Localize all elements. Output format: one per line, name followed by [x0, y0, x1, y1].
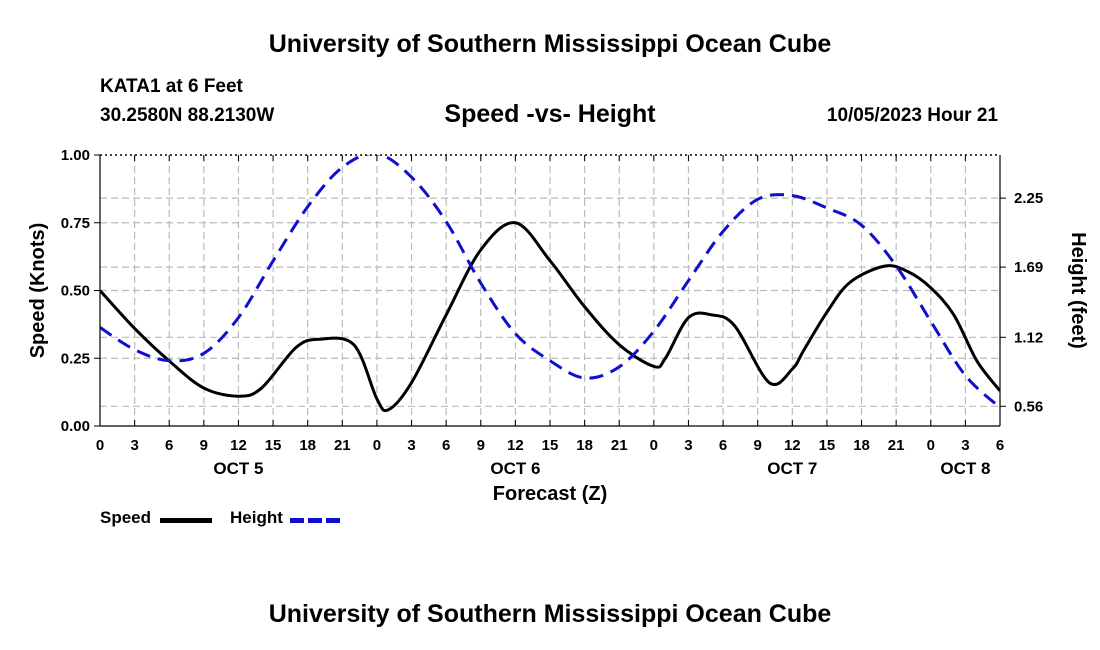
- station-coordinates: 30.2580N 88.2130W: [100, 105, 275, 126]
- x-tick-label: 3: [130, 437, 138, 454]
- x-tick-label: 15: [819, 437, 836, 454]
- y-left-tick-label: 1.00: [61, 147, 90, 164]
- day-label: OCT 5: [213, 459, 263, 478]
- legend-speed-swatch: [160, 518, 212, 523]
- x-tick-label: 18: [299, 437, 316, 454]
- x-tick-label: 6: [442, 437, 450, 454]
- x-tick-label: 9: [200, 437, 208, 454]
- x-tick-label: 15: [542, 437, 559, 454]
- y-right-axis-title: Height (feet): [1067, 232, 1089, 349]
- x-tick-label: 6: [165, 437, 173, 454]
- y-right-tick-label: 1.12: [1014, 329, 1043, 346]
- footer-title: University of Southern Mississippi Ocean…: [268, 600, 832, 628]
- legend-height-swatch: [290, 518, 342, 523]
- y-left-tick-label: 0.25: [61, 350, 90, 367]
- x-tick-label: 9: [754, 437, 762, 454]
- y-right-tick-label: 2.25: [1014, 190, 1043, 207]
- page-title: University of Southern Mississippi Ocean…: [268, 30, 832, 58]
- x-tick-label: 18: [576, 437, 593, 454]
- series-height-line: [100, 155, 1000, 409]
- series-speed-line: [100, 221, 1000, 413]
- x-tick-label: 21: [888, 437, 905, 454]
- y-left-tick-label: 0.75: [61, 215, 90, 232]
- x-tick-label: 9: [477, 437, 485, 454]
- x-tick-label: 3: [407, 437, 415, 454]
- x-tick-label: 12: [784, 437, 801, 454]
- x-tick-label: 12: [507, 437, 524, 454]
- x-tick-label: 6: [996, 437, 1004, 454]
- x-tick-label: 0: [650, 437, 658, 454]
- forecast-datetime: 10/05/2023 Hour 21: [826, 105, 998, 126]
- x-tick-label: 6: [719, 437, 727, 454]
- y-left-axis-title: Speed (Knots): [27, 223, 49, 359]
- day-label: OCT 8: [940, 459, 990, 478]
- y-left-tick-label: 0.00: [61, 418, 90, 435]
- day-label: OCT 7: [767, 459, 817, 478]
- station-name: KATA1 at 6 Feet: [100, 76, 243, 97]
- y-left-tick-label: 0.50: [61, 283, 90, 300]
- day-label: OCT 6: [490, 459, 540, 478]
- x-tick-label: 3: [684, 437, 692, 454]
- x-tick-label: 21: [611, 437, 628, 454]
- y-right-tick-label: 0.56: [1014, 398, 1043, 415]
- chart-title: Speed -vs- Height: [444, 100, 656, 128]
- x-tick-label: 12: [230, 437, 247, 454]
- x-tick-label: 15: [265, 437, 282, 454]
- legend-speed-label: Speed: [100, 508, 152, 527]
- x-tick-label: 21: [334, 437, 351, 454]
- x-tick-label: 3: [961, 437, 969, 454]
- x-tick-label: 18: [853, 437, 870, 454]
- x-tick-label: 0: [373, 437, 381, 454]
- x-tick-label: 0: [927, 437, 935, 454]
- x-tick-label: 0: [96, 437, 104, 454]
- legend-height-label: Height: [230, 508, 283, 527]
- x-axis-title: Forecast (Z): [493, 483, 607, 505]
- y-right-tick-label: 1.69: [1014, 259, 1043, 276]
